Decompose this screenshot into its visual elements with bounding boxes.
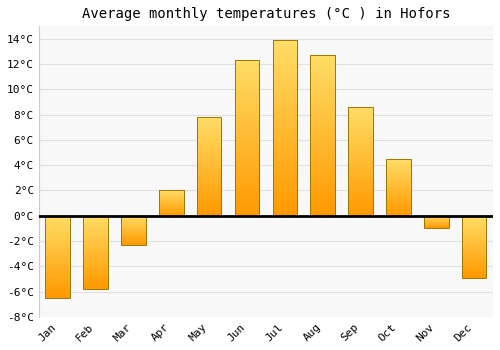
Bar [386,159,410,216]
Bar [272,40,297,216]
Bar [348,107,373,216]
Bar [197,117,222,216]
Bar [462,216,486,278]
Title: Average monthly temperatures (°C ) in Hofors: Average monthly temperatures (°C ) in Ho… [82,7,450,21]
Bar [46,216,70,298]
Bar [234,61,260,216]
Bar [84,216,108,289]
Bar [424,216,448,229]
Bar [121,216,146,245]
Bar [310,55,335,216]
Bar [159,190,184,216]
